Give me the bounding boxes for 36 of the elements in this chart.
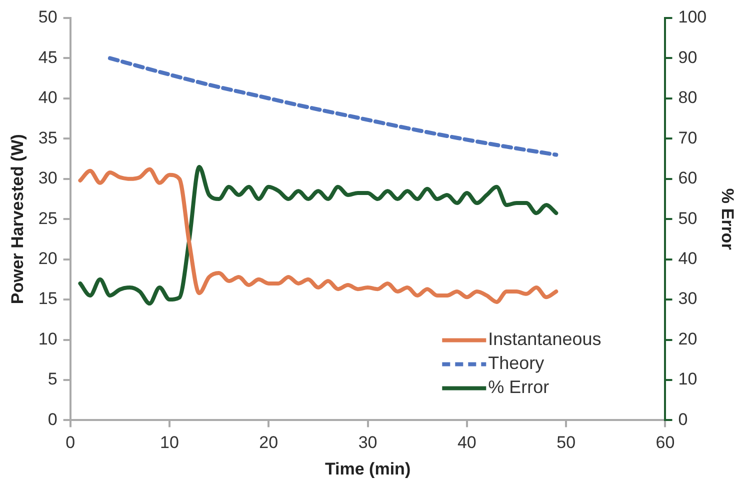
legend-label: Theory <box>488 353 544 374</box>
y2-tick-label: 20 <box>678 329 698 348</box>
y-tick-label: 35 <box>38 128 58 148</box>
y2-tick-label: 100 <box>678 8 707 27</box>
y-tick-label: 25 <box>38 208 58 228</box>
x-tick-label: 10 <box>160 433 179 452</box>
y2-tick-label: 60 <box>678 168 698 188</box>
x-axis-title: Time (min) <box>324 459 411 478</box>
y2-tick-label: 10 <box>678 370 698 389</box>
y-tick-label: 15 <box>38 289 58 308</box>
y-tick-label: 5 <box>48 370 58 389</box>
line-series <box>108 56 558 157</box>
y2-tick-label: 0 <box>678 410 688 429</box>
y2-tick-label: 80 <box>678 88 698 108</box>
x-tick-label: 20 <box>259 433 278 452</box>
y-tick-label: 50 <box>38 8 58 27</box>
legend-label: Instantaneous <box>488 329 602 350</box>
x-tick-label: 50 <box>556 433 576 452</box>
y-tick-label: 0 <box>48 410 58 429</box>
y2-tick-label: 40 <box>678 249 698 268</box>
x-tick-label: 40 <box>457 433 476 452</box>
y-tick-label: 20 <box>38 249 58 268</box>
y-axis-title: Power Harvested (W) <box>8 134 27 304</box>
y-tick-label: 45 <box>38 48 58 67</box>
x-tick-label: 30 <box>358 433 378 452</box>
legend-label: % Error <box>488 377 550 398</box>
y2-tick-label: 90 <box>678 48 698 67</box>
y-tick-label: 30 <box>38 168 58 188</box>
x-tick-label: 60 <box>656 433 675 452</box>
y2-tick-label: 50 <box>678 208 698 228</box>
y2-tick-label: 70 <box>678 128 698 148</box>
y-tick-label: 10 <box>38 329 58 348</box>
y2-axis-title: % Error <box>718 188 738 250</box>
x-tick-label: 0 <box>66 433 76 452</box>
y-tick-label: 40 <box>38 88 58 108</box>
y2-tick-label: 30 <box>678 289 698 308</box>
